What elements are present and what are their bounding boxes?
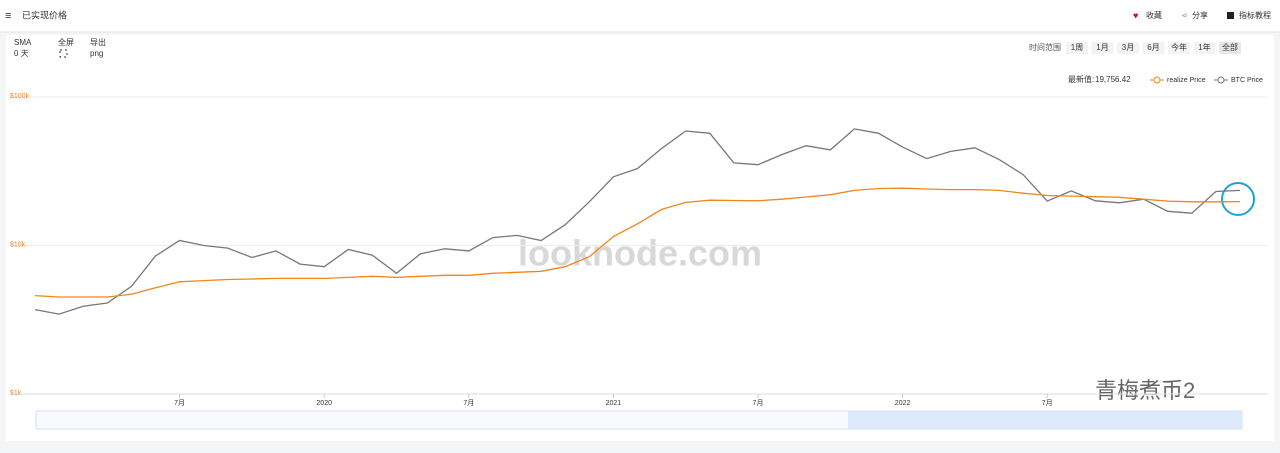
x-tick-label: 7月 xyxy=(174,399,185,407)
y-tick-label: $10k xyxy=(10,241,26,248)
chart-panel xyxy=(6,35,1274,441)
range-button[interactable] xyxy=(1219,42,1241,54)
latest-label: 最新值: xyxy=(1068,74,1094,84)
export-label: 导出 xyxy=(90,37,106,47)
series-line xyxy=(34,128,1241,315)
watermark: looknode.com xyxy=(518,233,762,274)
series-line xyxy=(34,187,1241,298)
x-tick-label: 7月 xyxy=(753,399,764,407)
action[interactable]: 指标教程 xyxy=(1239,10,1271,20)
heart-icon: ♥ xyxy=(1133,10,1138,20)
legend-marker xyxy=(1217,76,1225,84)
watermark: 青梅煮币2 xyxy=(1095,378,1195,403)
action[interactable]: 分享 xyxy=(1192,10,1208,20)
latest-value: 19,756.42 xyxy=(1095,75,1131,84)
range-button[interactable] xyxy=(1117,42,1139,54)
export-select[interactable]: png xyxy=(90,49,103,58)
share-icon: ⋖ xyxy=(1181,11,1188,20)
range-button[interactable] xyxy=(1168,42,1190,54)
highlight-circle xyxy=(1221,182,1255,216)
range-button[interactable] xyxy=(1142,42,1165,54)
action[interactable]: 收藏 xyxy=(1146,10,1162,20)
legend-label[interactable]: BTC Price xyxy=(1231,77,1263,84)
range-button-label[interactable]: 6月 xyxy=(1147,43,1159,52)
range-button-label[interactable]: 1周 xyxy=(1071,43,1083,52)
y-tick-label: $100k xyxy=(10,93,30,100)
navigator-selection[interactable] xyxy=(848,411,1242,429)
menu-icon[interactable]: ≡ xyxy=(5,10,11,22)
range-button-label[interactable]: 1月 xyxy=(1096,43,1108,52)
x-tick-label: 2021 xyxy=(606,400,622,407)
sma-label: SMA xyxy=(14,38,32,47)
range-button-label[interactable]: 全部 xyxy=(1222,42,1238,52)
fullscreen-label: 全屏 xyxy=(58,37,74,47)
range-button-label[interactable]: 3月 xyxy=(1122,43,1134,52)
y-tick-label: $1k xyxy=(10,390,22,397)
fullscreen-icon[interactable] xyxy=(59,49,68,58)
range-button[interactable] xyxy=(1091,42,1114,54)
x-tick-label: 2020 xyxy=(316,400,332,407)
range-button-label[interactable]: 1年 xyxy=(1198,42,1210,52)
legend-label[interactable]: realize Price xyxy=(1167,77,1206,84)
top-bar xyxy=(0,0,1280,32)
x-tick-label: 2022 xyxy=(895,400,911,407)
legend-marker xyxy=(1153,76,1161,84)
tutorial-icon xyxy=(1227,12,1234,19)
sma-select[interactable]: 0 天 xyxy=(14,49,29,58)
range-button[interactable] xyxy=(1066,42,1088,54)
page-title: 已实现价格 xyxy=(22,9,67,20)
range-label: 时间范围 xyxy=(1029,42,1061,52)
range-button[interactable] xyxy=(1193,42,1216,54)
x-tick-label: 7月 xyxy=(1042,399,1053,407)
x-tick-label: 7月 xyxy=(463,399,474,407)
range-button-label[interactable]: 今年 xyxy=(1171,42,1187,52)
